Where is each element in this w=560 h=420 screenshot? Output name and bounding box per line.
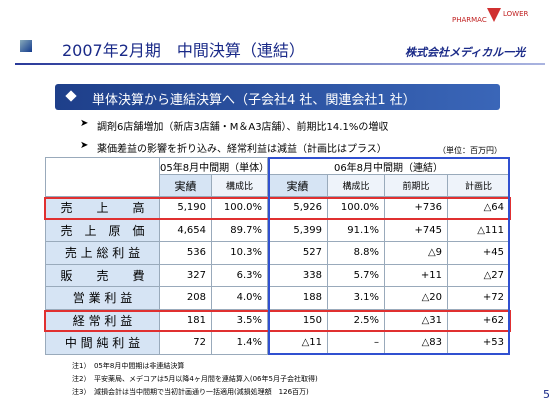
table-cell: 208 — [160, 287, 212, 310]
table-cell: +745 — [385, 219, 448, 242]
table-cell: 10.3% — [212, 242, 268, 265]
logo-right: LOWER — [503, 10, 529, 18]
bullet-mark: ➤ — [80, 118, 89, 129]
table-cell: 91.1% — [328, 219, 385, 242]
row-label: 販 売 費 — [45, 264, 160, 287]
row-label: 売 上 総 利 益 — [45, 242, 160, 265]
table-cell: 327 — [160, 264, 212, 287]
table-cell: 4.0% — [212, 287, 268, 310]
header-cell: 前期比 — [385, 175, 448, 197]
highlight-box — [268, 157, 510, 355]
logo-mark — [487, 8, 501, 22]
title: 2007年2月期 中間決算（連結） — [62, 41, 305, 60]
note: 注2） 平安薬局、メデコアは5月以降4ヶ月間を連結算入(06年5月子会社取得) — [72, 375, 318, 383]
unit-note: （単位：百万円） — [438, 146, 502, 155]
table-cell: 1.4% — [212, 332, 268, 355]
header-cell: 05年8月中間期（単体） — [160, 157, 269, 175]
highlight-box — [44, 309, 511, 332]
banner-text: 単体決算から連結決算へ（子会社4 社、関連会社1 社） — [92, 93, 416, 108]
table-cell: 89.7% — [212, 219, 268, 242]
table-cell: 5.7% — [328, 264, 385, 287]
table-cell: 338 — [268, 264, 328, 287]
table-cell: 188 — [268, 287, 328, 310]
table-cell: 4,654 — [160, 219, 212, 242]
banner — [55, 84, 500, 110]
header-cell: 構成比 — [328, 175, 385, 197]
row-label: 中 間 純 利 益 — [45, 332, 160, 355]
table-cell: +11 — [385, 264, 448, 287]
bullet: 薬価差益の影響を折り込み、経常利益は減益（計画比はプラス） — [97, 144, 387, 155]
highlight-box — [44, 197, 511, 220]
table-cell: 72 — [160, 332, 212, 355]
table-cell: 8.8% — [328, 242, 385, 265]
header-cell: 実績 — [268, 175, 328, 197]
note: 注3） 減損会計は当中間期で当初計画通り一括適用(減損処理額 126百万) — [72, 388, 309, 396]
note: 注1） 05年8月中間期は非連結決算 — [72, 362, 185, 370]
table-cell: 3.1% — [328, 287, 385, 310]
title-icon — [20, 40, 32, 52]
table-cell: 5,399 — [268, 219, 328, 242]
bullet-mark: ➤ — [80, 140, 89, 151]
header-cell — [45, 157, 160, 197]
row-label: 営 業 利 益 — [45, 287, 160, 310]
logo-left: PHARMAC — [452, 16, 487, 24]
header-cell: 実績 — [160, 175, 212, 197]
row-label: 売 上 原 価 — [45, 219, 160, 242]
bullet: 調剤6店舗増加（新店3店舗・M＆A3店舗）、前期比14.1%の増収 — [97, 122, 389, 133]
table-cell: △9 — [385, 242, 448, 265]
table-cell: △20 — [385, 287, 448, 310]
table-cell: 6.3% — [212, 264, 268, 287]
title-rule — [15, 63, 545, 65]
company: 株式会社メディカル一光 — [405, 46, 526, 59]
table-cell: 527 — [268, 242, 328, 265]
table-cell: 536 — [160, 242, 212, 265]
header-cell: 構成比 — [212, 175, 268, 197]
page-number: 5 — [543, 388, 550, 401]
